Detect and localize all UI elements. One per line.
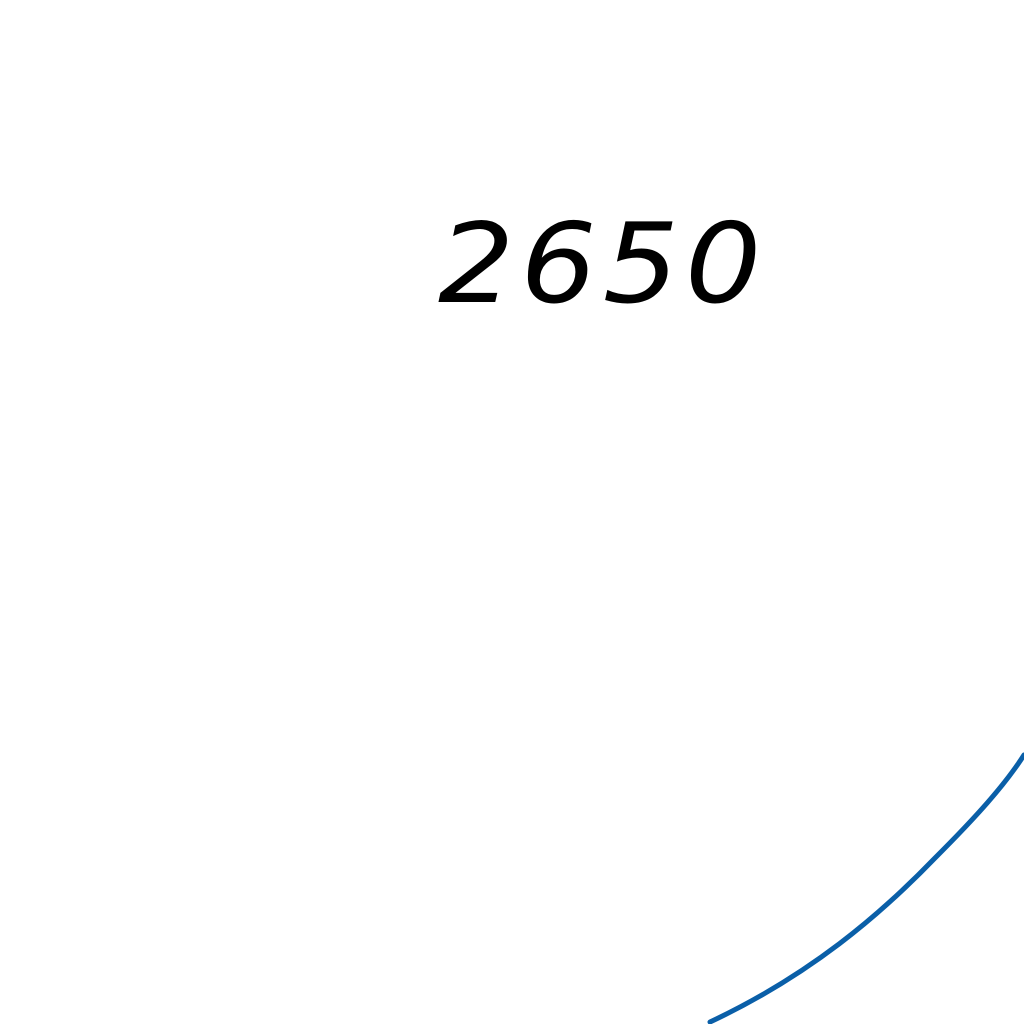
contour-elevation-label: 2650	[438, 200, 768, 329]
contour-line	[707, 752, 1024, 1024]
